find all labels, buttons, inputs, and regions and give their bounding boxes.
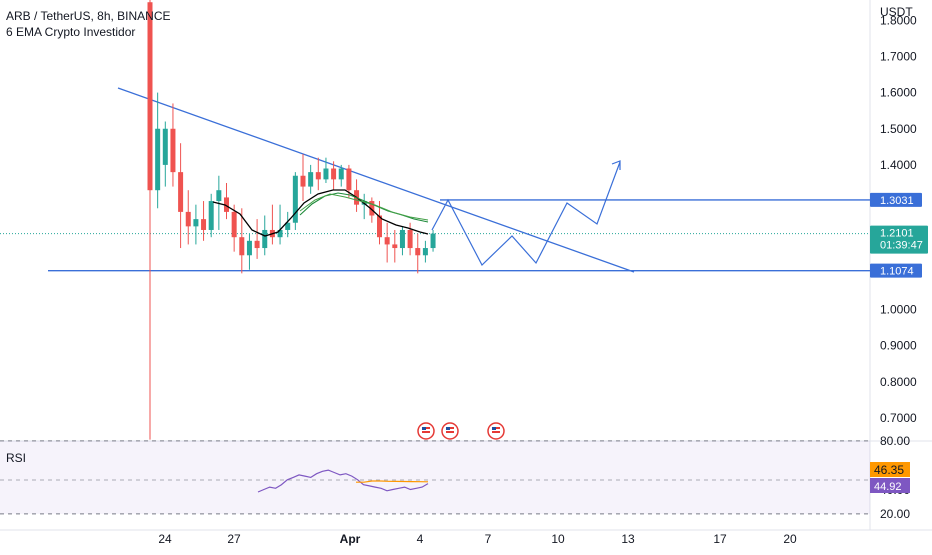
resistance-value: 1.3031 (880, 195, 914, 207)
candle-body[interactable] (315, 172, 321, 180)
candle-body[interactable] (323, 168, 329, 180)
rsi-value-tag-bg (870, 478, 910, 493)
price-tick-label: 0.8000 (880, 375, 917, 389)
candle-body[interactable] (231, 211, 237, 238)
flag-canton (492, 427, 496, 430)
rsi-label: RSI (6, 451, 26, 465)
price-tick-label: 1.7000 (880, 49, 917, 63)
time-tick-label: 4 (417, 532, 424, 546)
resistance-tag-bg (870, 192, 922, 207)
candle-body[interactable] (170, 128, 176, 173)
flag-stripe (446, 431, 454, 433)
time-tick-label: 20 (783, 532, 797, 546)
support-value: 1.1074 (880, 266, 914, 278)
price-tick-label: 0.9000 (880, 339, 917, 353)
candle-body[interactable] (377, 215, 382, 238)
candle-body[interactable] (415, 248, 421, 256)
candle-body[interactable] (422, 248, 428, 256)
rsi-ma-value: 46.35 (874, 463, 904, 477)
current-price-tag-bg (870, 225, 928, 254)
time-tick-label: 13 (621, 532, 635, 546)
candle-body[interactable] (262, 229, 268, 249)
time-tick-label: 7 (485, 532, 492, 546)
candle-body[interactable] (346, 168, 352, 191)
support-tag-bg (870, 263, 922, 278)
candle-body[interactable] (185, 211, 191, 227)
price-tick-label: 1.6000 (880, 86, 917, 100)
candle-body[interactable] (300, 175, 306, 187)
candle-body[interactable] (155, 128, 161, 191)
candle-body[interactable] (147, 2, 153, 191)
candle-body[interactable] (277, 229, 283, 238)
rsi-ma-tag-bg (870, 462, 910, 477)
candle-body[interactable] (254, 240, 260, 249)
candle-body[interactable] (201, 219, 207, 230)
ema-light-green-line (299, 193, 429, 221)
candle-body[interactable] (369, 201, 375, 216)
descending-trendline[interactable] (117, 87, 635, 273)
candle-body[interactable] (178, 172, 184, 212)
candle-body[interactable] (216, 190, 222, 202)
price-tick-label: 1.0000 (880, 303, 917, 317)
current-price-value: 1.2101 (880, 228, 914, 240)
time-tick-label: 24 (158, 532, 172, 546)
candle-body[interactable] (308, 172, 314, 187)
symbol-title[interactable]: ARB / TetherUS, 8h, BINANCE (6, 9, 171, 23)
candle-body[interactable] (208, 201, 214, 230)
ema-black-line (212, 189, 429, 237)
currency-label: USDT (880, 5, 913, 19)
price-tick-label: 1.5000 (880, 122, 917, 136)
rsi-line (257, 469, 429, 493)
time-tick-label: 10 (551, 532, 565, 546)
flag-canton (422, 427, 426, 430)
rsi-tick-label: 20.00 (880, 507, 910, 521)
candle-body[interactable] (224, 197, 229, 212)
price-tick-label: 0.7000 (880, 411, 917, 425)
candle-body[interactable] (246, 240, 252, 256)
projection-arrowhead (611, 160, 621, 170)
flag-stripe (422, 431, 430, 433)
candle-body[interactable] (384, 237, 390, 245)
candle-body[interactable] (399, 229, 405, 249)
rsi-band (0, 440, 870, 514)
candle-body[interactable] (162, 128, 168, 165)
price-tick-label: 1.4000 (880, 158, 917, 172)
candle-body[interactable] (285, 222, 291, 230)
bar-countdown: 01:39:47 (880, 240, 923, 252)
price-tick-label: 1.8000 (880, 13, 917, 27)
candle-body[interactable] (407, 229, 413, 249)
candle-body[interactable] (292, 175, 298, 223)
candle-body[interactable] (430, 233, 436, 249)
author-name: 6 EMA Crypto Investidor (6, 25, 136, 39)
candle-body[interactable] (392, 244, 398, 249)
flag-canton (446, 427, 450, 430)
time-tick-label: Apr (340, 532, 361, 546)
rsi-ma-line (356, 480, 429, 483)
candle-body[interactable] (239, 237, 245, 256)
candle-body[interactable] (193, 219, 199, 227)
time-tick-label: 27 (227, 532, 241, 546)
candle-body[interactable] (338, 168, 344, 180)
projection-path[interactable] (431, 161, 621, 266)
chart-header: ARB / TetherUS, 8h, BINANCE 6 EMA Crypto… (6, 8, 171, 40)
rsi-value: 44.92 (874, 481, 902, 493)
rsi-tick-label: 80.00 (880, 434, 910, 448)
time-tick-label: 17 (713, 532, 727, 546)
candle-body[interactable] (331, 168, 337, 180)
flag-stripe (492, 431, 500, 433)
